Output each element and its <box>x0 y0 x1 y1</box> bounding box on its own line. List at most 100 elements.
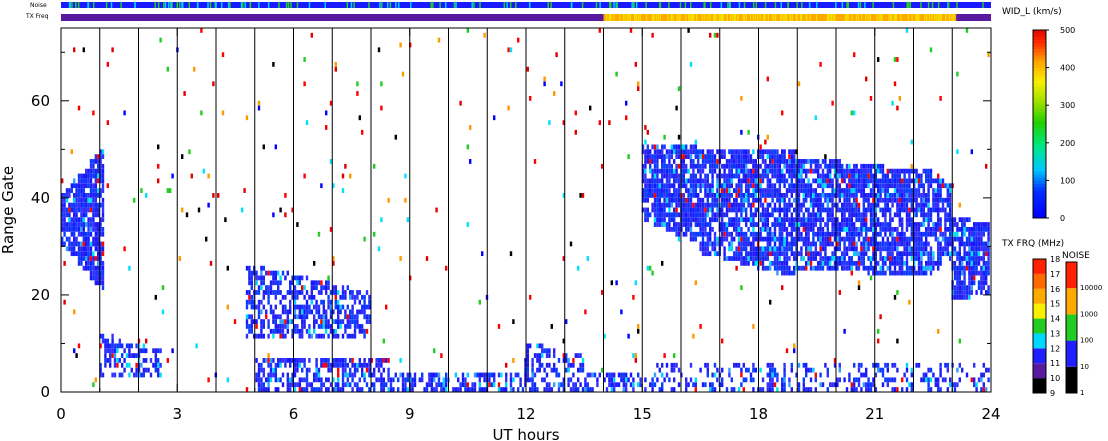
echo-cell <box>896 183 899 189</box>
echo-cell <box>956 222 959 227</box>
colorbar-step <box>1033 139 1046 144</box>
echo-cell <box>836 246 839 252</box>
echo-cell <box>841 202 844 208</box>
echo-cell <box>949 217 952 223</box>
echo-cell <box>795 163 798 169</box>
echo-cell <box>795 236 798 242</box>
echo-cell <box>845 193 849 198</box>
echo-cell <box>965 241 969 247</box>
echo-cell <box>819 193 822 198</box>
echo-cell <box>536 367 539 373</box>
echo-cell <box>814 159 817 164</box>
echo-cell <box>579 353 582 358</box>
echo-cell <box>454 387 457 392</box>
echo-cell <box>848 178 851 184</box>
echo-cell <box>265 290 268 295</box>
echo-cell <box>987 260 990 266</box>
txfreq-flicker <box>895 14 897 21</box>
echo-cell <box>315 387 318 392</box>
echo-cell <box>737 168 741 174</box>
echo-cell <box>805 251 808 257</box>
echo-cell <box>332 377 335 383</box>
echo-cell <box>725 256 729 261</box>
echo-cell <box>939 256 942 261</box>
noise-strip-tick <box>157 2 160 8</box>
echo-cell <box>497 387 501 392</box>
echo-cell <box>927 168 930 174</box>
echo-cell <box>728 178 731 184</box>
echo-cell <box>728 188 731 193</box>
echo-cell <box>101 178 105 184</box>
echo-cell <box>75 353 78 358</box>
echo-cell <box>531 387 534 392</box>
echo-cell <box>860 362 863 368</box>
echo-cell <box>159 372 162 378</box>
txfreq-flicker <box>712 14 715 21</box>
echo-cell <box>94 202 97 208</box>
echo-cell <box>776 251 779 257</box>
echo-cell <box>656 377 659 383</box>
echo-cell <box>843 265 846 271</box>
echo-cell <box>713 197 717 203</box>
echo-cell <box>982 222 985 227</box>
echo-cell <box>826 163 829 169</box>
echo-cell <box>877 367 880 373</box>
echo-cell <box>262 367 265 373</box>
echo-cell <box>75 207 78 213</box>
echo-cell <box>773 149 777 155</box>
echo-cell <box>315 309 318 315</box>
echo-cell <box>305 367 309 373</box>
echo-cell <box>430 377 433 383</box>
echo-cell <box>970 265 973 271</box>
echo-cell <box>286 290 289 295</box>
echo-cell <box>334 285 337 291</box>
noise-strip-tick <box>430 2 432 8</box>
txfreq-swatch <box>1033 378 1046 393</box>
echo-cell <box>973 377 976 383</box>
echo-cell <box>706 197 709 203</box>
echo-cell <box>754 193 757 198</box>
echo-cell <box>790 154 793 159</box>
echo-cell <box>663 159 666 164</box>
echo-cell <box>884 222 887 227</box>
echo-cell <box>937 265 940 271</box>
txfreq-flicker <box>826 14 828 21</box>
echo-cell <box>961 270 964 276</box>
echo-cell <box>356 294 359 300</box>
echo-cell <box>850 168 853 174</box>
txfreq-flicker <box>900 14 902 21</box>
echo-cell <box>701 382 705 388</box>
echo-cell <box>884 362 887 368</box>
echo-cell <box>742 362 745 368</box>
echo-cell <box>445 377 448 383</box>
echo-cell <box>826 217 829 223</box>
echo-cell <box>901 202 904 208</box>
echo-cell <box>872 256 875 261</box>
echo-cell <box>761 212 765 218</box>
echo-cell <box>879 197 882 203</box>
txfreq-flicker <box>624 14 626 21</box>
echo-cell <box>920 183 923 189</box>
txfreq-segment <box>61 14 604 21</box>
echo-cell <box>73 47 76 53</box>
echo-cell <box>749 183 753 189</box>
echo-cell <box>315 333 318 339</box>
echo-cell <box>281 270 285 276</box>
echo-cell <box>713 159 717 164</box>
echo-cell <box>766 382 769 388</box>
txfreq-flicker <box>890 14 892 21</box>
echo-cell <box>274 324 277 329</box>
noise-strip-tick <box>907 2 910 8</box>
echo-cell <box>411 377 414 383</box>
echo-cell <box>317 304 321 310</box>
echo-cell <box>809 202 813 208</box>
echo-cell <box>245 115 249 121</box>
echo-cell <box>749 173 753 179</box>
echo-cell <box>721 377 724 383</box>
txfreq-flicker <box>749 14 752 21</box>
echo-cell <box>745 231 748 237</box>
echo-cell <box>303 324 306 329</box>
echo-cell <box>279 358 282 363</box>
echo-cell <box>819 251 822 257</box>
echo-cell <box>663 217 666 223</box>
